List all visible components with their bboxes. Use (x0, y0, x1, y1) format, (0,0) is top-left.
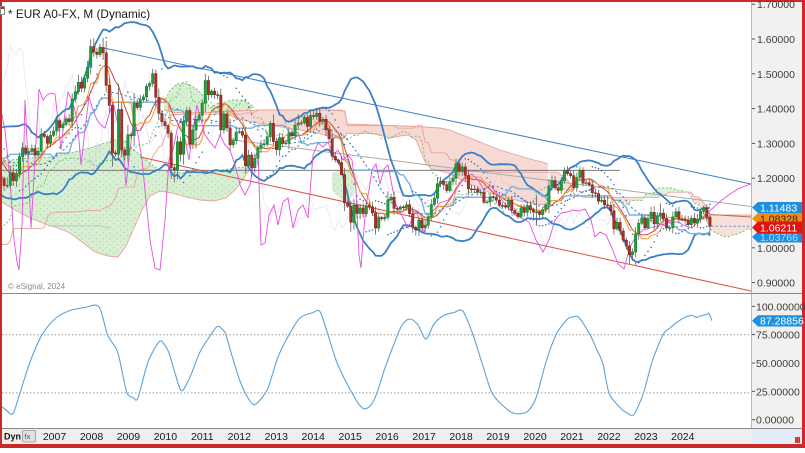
svg-text:2019: 2019 (486, 431, 510, 443)
svg-text:2020: 2020 (523, 431, 547, 443)
svg-text:2021: 2021 (560, 431, 584, 443)
svg-text:0.00000: 0.00000 (756, 415, 794, 427)
svg-text:2022: 2022 (597, 431, 621, 443)
svg-text:1.03766: 1.03766 (760, 232, 798, 244)
svg-text:0.90000: 0.90000 (757, 278, 795, 290)
svg-text:2012: 2012 (228, 431, 252, 443)
svg-text:1.50000: 1.50000 (757, 69, 795, 81)
svg-text:1.20000: 1.20000 (757, 173, 795, 185)
svg-text:75.00000: 75.00000 (756, 330, 800, 342)
svg-text:2018: 2018 (449, 431, 473, 443)
svg-text:* EUR A0-FX, M (Dynamic): * EUR A0-FX, M (Dynamic) (8, 7, 150, 21)
svg-text:1.06211: 1.06211 (760, 222, 797, 234)
svg-text:2016: 2016 (375, 431, 399, 443)
svg-text:2014: 2014 (302, 431, 326, 443)
svg-text:2017: 2017 (412, 431, 436, 443)
svg-text:1.11483: 1.11483 (760, 202, 797, 214)
svg-text:1.40000: 1.40000 (757, 104, 795, 116)
svg-text:1.00000: 1.00000 (757, 243, 795, 255)
svg-text:2007: 2007 (43, 431, 67, 443)
svg-text:1.70000: 1.70000 (757, 0, 795, 11)
svg-text:2010: 2010 (154, 431, 178, 443)
svg-text:2008: 2008 (80, 431, 104, 443)
svg-text:© eSignal, 2024: © eSignal, 2024 (8, 282, 66, 291)
svg-text:1.30000: 1.30000 (757, 138, 795, 150)
svg-text:2013: 2013 (265, 431, 289, 443)
svg-text:Dyn: Dyn (4, 432, 21, 442)
svg-text:1.60000: 1.60000 (757, 34, 795, 46)
svg-text:fx: fx (25, 432, 31, 441)
svg-text:2009: 2009 (117, 431, 141, 443)
svg-text:2024: 2024 (671, 431, 695, 443)
svg-text:87.28856: 87.28856 (760, 316, 804, 328)
svg-text:2015: 2015 (339, 431, 363, 443)
svg-text:2011: 2011 (191, 431, 214, 443)
svg-text:2023: 2023 (634, 431, 658, 443)
svg-text:50.00000: 50.00000 (756, 358, 800, 370)
svg-text:25.00000: 25.00000 (756, 386, 800, 398)
svg-text:100.00000: 100.00000 (756, 301, 805, 313)
